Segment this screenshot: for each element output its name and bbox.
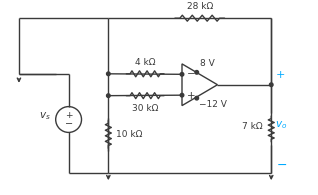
Text: −: − xyxy=(65,120,73,129)
Text: +: + xyxy=(65,111,73,120)
Circle shape xyxy=(180,93,184,97)
Circle shape xyxy=(107,94,110,98)
Circle shape xyxy=(107,72,110,76)
Text: 10 kΩ: 10 kΩ xyxy=(116,130,143,139)
Text: +: + xyxy=(187,91,196,101)
Text: +: + xyxy=(276,70,286,80)
Text: $v_s$: $v_s$ xyxy=(39,111,51,122)
Circle shape xyxy=(195,96,198,100)
Text: 7 kΩ: 7 kΩ xyxy=(242,122,262,131)
Circle shape xyxy=(195,71,198,74)
Circle shape xyxy=(180,73,184,76)
Text: 28 kΩ: 28 kΩ xyxy=(187,2,213,11)
Text: −: − xyxy=(187,69,196,79)
Text: −: − xyxy=(276,159,287,172)
Text: 8 V: 8 V xyxy=(200,59,214,68)
Text: 30 kΩ: 30 kΩ xyxy=(132,104,158,113)
Text: −12 V: −12 V xyxy=(199,100,227,109)
Circle shape xyxy=(269,83,273,87)
Text: 4 kΩ: 4 kΩ xyxy=(135,58,156,67)
Text: $v_o$: $v_o$ xyxy=(275,119,287,131)
